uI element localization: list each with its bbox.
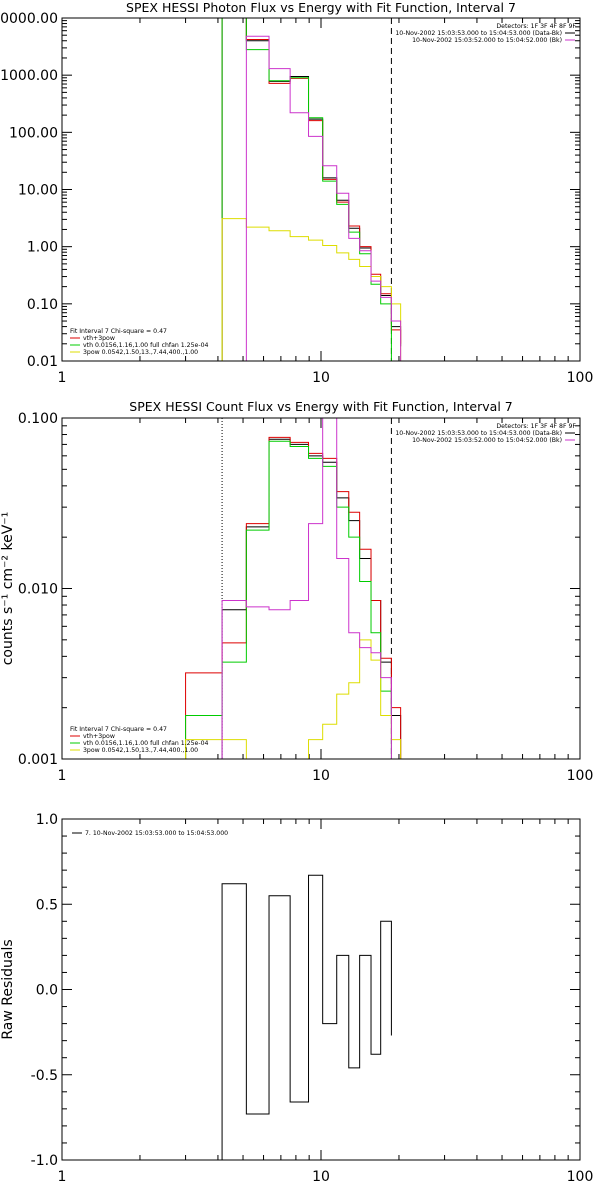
- detectors-label: Detectors: 1F 3F 4F 8F 9F: [496, 23, 576, 30]
- y-tick-label: 1.0: [36, 812, 58, 828]
- series-line: [221, 18, 402, 361]
- chart-title: SPEX HESSI Count Flux vs Energy with Fit…: [129, 399, 512, 414]
- y-tick-label: 0.5: [36, 897, 58, 913]
- series-line: [245, 35, 402, 361]
- series-line: [221, 438, 402, 759]
- plot-area: [221, 874, 392, 1160]
- y-tick-label: 1000.00: [0, 68, 58, 84]
- photon-flux-panel: SPEX HESSI Photon Flux vs Energy with Fi…: [0, 0, 593, 386]
- legend-entry-label: 3pow 0.0542,1.50,13.,7.44,400.,1.00: [83, 349, 198, 356]
- series-line: [221, 218, 402, 361]
- legend-entry-label: 3pow 0.0542,1.50,13.,7.44,400.,1.00: [83, 747, 198, 754]
- y-tick-label: 0.100: [18, 411, 58, 427]
- y-tick-label: 0.001: [18, 752, 58, 768]
- plot-area: [221, 18, 402, 361]
- y-axis-label: counts s⁻¹ cm⁻² keV⁻¹: [0, 512, 16, 666]
- y-tick-label: -0.5: [31, 1068, 58, 1084]
- y-tick-label: 0.01: [27, 354, 58, 370]
- x-tick-label: 1: [58, 768, 67, 784]
- legend-entry-label: 10-Nov-2002 15:03:52.000 to 15:04:52.000…: [412, 37, 562, 44]
- x-tick-label: 10: [312, 370, 330, 386]
- legend-entry-label: vth+3pow: [83, 733, 115, 740]
- fit-interval-label: Fit Interval 7 Chi-square = 0.47: [70, 726, 167, 733]
- chart-title: SPEX HESSI Photon Flux vs Energy with Fi…: [126, 0, 516, 15]
- y-tick-label: -1.0: [31, 1153, 58, 1169]
- fit-interval-label: Fit Interval 7 Chi-square = 0.47: [70, 328, 167, 335]
- legend-entry-label: 10-Nov-2002 15:03:53.000 to 15:04:53.000…: [395, 30, 562, 37]
- y-tick-label: 10000.00: [0, 11, 58, 27]
- y-tick-label: 0.0: [36, 983, 58, 999]
- plot-frame: [61, 818, 581, 1161]
- x-tick-label: 1: [58, 370, 67, 386]
- residuals-panel: Raw Residuals 1 10 100 -1.0 -0.5 0.0 0.5 1.0 7. 1…: [0, 812, 593, 1185]
- x-tick-label: 10: [312, 1169, 330, 1185]
- x-tick-label: 100: [567, 370, 594, 386]
- series-line: [185, 436, 402, 759]
- plot-area: [185, 418, 402, 759]
- plot-frame: [61, 17, 581, 362]
- series-line: [221, 18, 401, 361]
- x-tick-label: 100: [567, 768, 594, 784]
- x-tick-label: 10: [312, 768, 330, 784]
- detectors-label: Detectors: 1F 3F 4F 8F 9F: [496, 423, 576, 430]
- legend-entry-label: 10-Nov-2002 15:03:52.000 to 15:04:52.000…: [412, 437, 562, 444]
- legend-entry-label: vth 0.0156,1.16,1.00 full chfan 1.25e-04: [83, 342, 209, 349]
- x-tick-label: 1: [58, 1169, 67, 1185]
- y-tick-label: 10.00: [18, 183, 58, 199]
- y-tick-label: 1.00: [27, 240, 58, 256]
- count-flux-panel: SPEX HESSI Count Flux vs Energy with Fit…: [0, 399, 593, 784]
- plot-frame: [61, 417, 581, 760]
- y-tick-label: 0.10: [27, 297, 58, 313]
- y-tick-label: 0.010: [18, 582, 58, 598]
- series-line: [221, 418, 392, 759]
- series-line: [185, 639, 402, 759]
- series-line: [221, 18, 402, 361]
- series-line: [221, 874, 392, 1160]
- x-tick-label: 100: [567, 1169, 594, 1185]
- legend-entry-label: 7. 10-Nov-2002 15:03:53.000 to 15:04:53.…: [85, 830, 228, 837]
- y-axis-label: Raw Residuals: [0, 939, 16, 1039]
- y-tick-label: 100.00: [9, 125, 58, 141]
- legend-entry-label: vth 0.0156,1.16,1.00 full chfan 1.25e-04: [83, 740, 209, 747]
- legend-entry-label: 10-Nov-2002 15:03:53.000 to 15:04:53.000…: [395, 430, 562, 437]
- legend-entry-label: vth+3pow: [83, 335, 115, 342]
